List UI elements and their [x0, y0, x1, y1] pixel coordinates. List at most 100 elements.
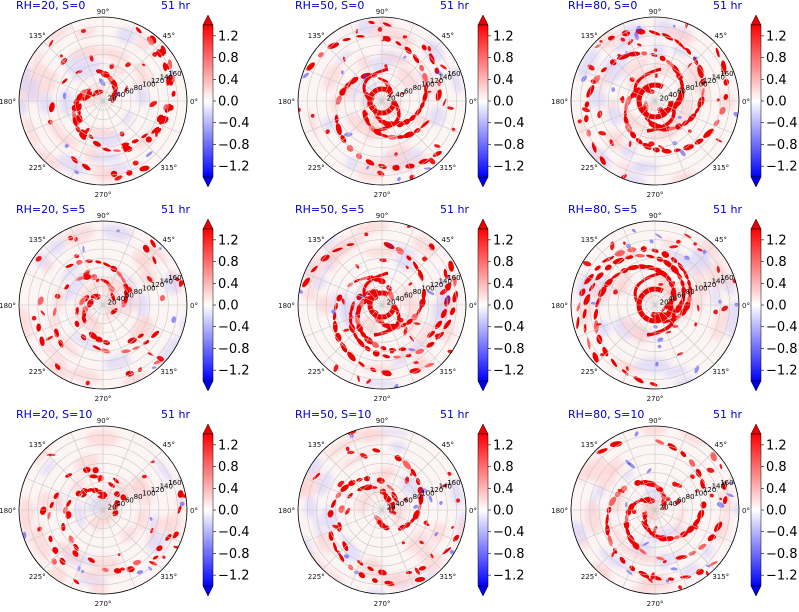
convective-cell: [440, 64, 447, 70]
colorbar-extend-bottom: [477, 176, 489, 188]
rainband-cell: [120, 494, 127, 501]
convective-cell: [628, 140, 632, 148]
colorbar-tick-label: 0.0: [218, 95, 239, 110]
polar-outline: [18, 425, 188, 595]
convective-cell: [342, 328, 350, 332]
angular-gridline: [25, 272, 104, 306]
convective-cell: [341, 70, 344, 75]
rainband-cell: [404, 522, 411, 528]
angular-gridline: [25, 509, 104, 543]
rainband-cell: [110, 265, 118, 273]
rainband-cell: [412, 54, 420, 64]
radial-tick-label: 100: [421, 490, 434, 498]
convective-cell: [425, 90, 432, 94]
angular-gridline: [381, 304, 442, 365]
field-patch: [132, 250, 152, 268]
rainband-cell: [710, 451, 717, 462]
rainband-cell: [406, 318, 413, 325]
angular-tick-label: 180°: [551, 302, 568, 310]
rainband-cell: [667, 577, 675, 581]
convective-cell: [179, 501, 185, 507]
convective-cell: [364, 232, 369, 237]
rainband-cell: [52, 307, 57, 317]
field-patch: [621, 57, 650, 76]
field-patch: [622, 111, 649, 135]
convective-cell: [148, 566, 153, 571]
convective-cell: [587, 64, 595, 71]
angular-gridline: [622, 23, 656, 102]
field-layer: [19, 25, 176, 182]
field-patch: [634, 161, 659, 172]
colorbar-tick-label: −0.8: [766, 138, 798, 153]
rainband-cell: [683, 300, 691, 312]
panel-time-label: 51 hr: [440, 408, 469, 421]
rainband-cell: [649, 382, 658, 387]
colorbar-tick-label: 0.4: [493, 277, 514, 292]
colorbar-gradient: [750, 24, 762, 178]
rainband-cell: [709, 561, 718, 567]
field-patch: [339, 534, 356, 552]
angular-gridline: [70, 23, 104, 102]
rainband-cell: [75, 490, 82, 497]
angular-tick-label: 0°: [742, 98, 750, 106]
angular-tick-label: 0°: [190, 98, 198, 106]
rainband-cell: [391, 491, 398, 502]
convective-cell: [688, 129, 692, 134]
field-patch: [621, 144, 636, 159]
rainband-cell: [382, 525, 390, 531]
rainband-cell: [79, 132, 87, 140]
convective-cell: [127, 286, 133, 293]
rainband-cell: [61, 78, 68, 84]
colorbar-tick-label: 0.4: [218, 482, 239, 497]
convective-cell: [734, 302, 739, 307]
field-patch: [422, 40, 444, 62]
radial-tick-label: 80: [134, 493, 143, 501]
convective-cell: [582, 261, 592, 267]
convective-cell: [439, 500, 443, 505]
convective-cell: [655, 361, 659, 367]
rainband-cell: [302, 277, 311, 288]
rainband-cell: [656, 256, 664, 262]
convective-cell: [384, 64, 388, 68]
rainband-cell: [417, 504, 422, 511]
angular-gridline: [381, 272, 460, 306]
radial-tick-label: 20: [660, 504, 669, 512]
rainband-cell: [715, 47, 720, 58]
field-patch: [618, 543, 652, 563]
angular-gridline: [654, 477, 733, 511]
radial-tick-label: 140: [712, 483, 725, 491]
colorbar-tick-label: 1.2: [766, 233, 787, 248]
convective-cell: [422, 256, 428, 262]
radial-tick-label: 40: [668, 295, 677, 303]
field-patch: [376, 428, 409, 436]
colorbar: 1.2 0.8 0.4 0.0 −0.4 −0.8 −1.2: [750, 423, 798, 597]
convective-cell: [345, 508, 351, 515]
convective-cell: [710, 534, 717, 539]
radial-tick-label: 160: [720, 274, 733, 282]
convective-cell: [653, 324, 658, 329]
angular-tick-label: 270°: [647, 395, 664, 403]
radial-tick-label: 80: [134, 84, 143, 92]
field-patch: [392, 497, 407, 527]
radial-tick-label: 60: [125, 497, 134, 505]
angular-tick-label: 135°: [29, 236, 46, 244]
convective-cell: [684, 233, 692, 239]
convective-cell: [343, 88, 347, 94]
convective-cell: [35, 256, 42, 262]
panel-title: RH=80, S=0: [568, 0, 637, 12]
colorbar-extend-bottom: [750, 380, 762, 392]
radial-tick-label: 100: [421, 81, 434, 89]
rainband-cell: [640, 497, 647, 502]
convective-cell: [408, 348, 416, 352]
rainband-cell: [112, 149, 121, 153]
panel-time-label: 51 hr: [713, 408, 742, 421]
radial-tick-label: 160: [720, 479, 733, 487]
field-layer: [576, 19, 739, 185]
angular-tick-label: 90°: [97, 8, 109, 16]
rainband-cell: [73, 578, 80, 585]
radial-tick-label: 40: [395, 91, 404, 99]
rainband-cell: [616, 54, 630, 60]
convective-cell: [623, 241, 626, 245]
field-patch: [46, 25, 71, 43]
